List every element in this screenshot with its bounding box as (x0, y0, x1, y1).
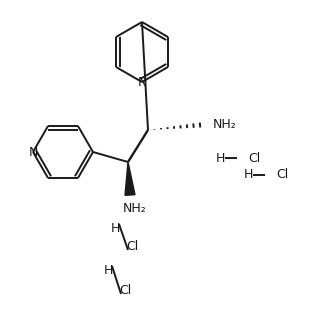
Text: NH₂: NH₂ (123, 202, 147, 215)
Polygon shape (125, 162, 135, 195)
Text: Cl: Cl (126, 239, 138, 252)
Text: Cl: Cl (119, 284, 131, 297)
Text: H: H (110, 221, 120, 234)
Text: Cl: Cl (276, 168, 288, 181)
Text: N: N (137, 76, 147, 89)
Text: H: H (243, 168, 253, 181)
Text: Cl: Cl (248, 151, 260, 164)
Text: H: H (215, 151, 225, 164)
Text: H: H (103, 264, 113, 277)
Text: N: N (28, 146, 38, 159)
Text: NH₂: NH₂ (213, 118, 237, 131)
